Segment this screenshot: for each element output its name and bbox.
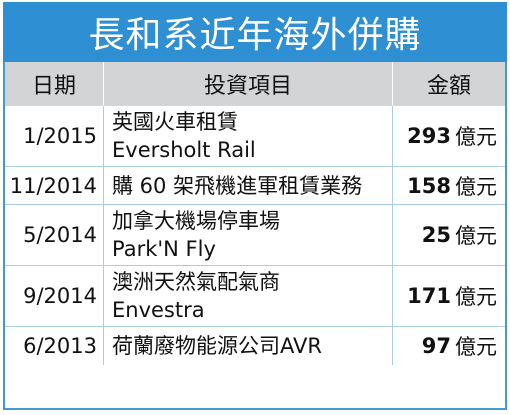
- table-row: 1/2015 英國火車租賃 Eversholt Rail 293 億元: [5, 106, 505, 167]
- row-project: 購 60 架飛機進軍租賃業務: [104, 167, 393, 204]
- header-amount: 金額: [426, 74, 471, 99]
- project-name: 澳洲天然氣配氣商: [112, 270, 280, 294]
- amount-value: 25: [421, 223, 451, 247]
- header-project: 投資項目: [104, 62, 393, 106]
- amount-unit: 億元: [455, 335, 497, 359]
- row-amount: 293 億元: [393, 106, 505, 166]
- row-date: 9/2014: [5, 266, 104, 326]
- table-frame: 長和系近年海外併購 日期 投資項目 金額 1/2015 英國火車租賃 Evers…: [3, 2, 507, 410]
- row-amount: 158 億元: [393, 167, 505, 204]
- table-row: 9/2014 澳洲天然氣配氣商 Envestra 171 億元: [5, 266, 505, 327]
- row-amount: 97 億元: [393, 327, 505, 365]
- table-header: 日期 投資項目 金額: [5, 62, 505, 106]
- project-name-en: Eversholt Rail: [112, 138, 256, 162]
- row-date: 1/2015: [5, 106, 104, 166]
- row-project: 加拿大機場停車場 Park'N Fly: [104, 205, 393, 265]
- project-name-en: Envestra: [112, 298, 205, 322]
- table-row: 5/2014 加拿大機場停車場 Park'N Fly 25 億元: [5, 205, 505, 266]
- table-body: 1/2015 英國火車租賃 Eversholt Rail 293 億元 11/2…: [5, 106, 505, 365]
- amount-value: 171: [407, 284, 451, 308]
- page-title: 長和系近年海外併購: [88, 15, 422, 56]
- table-row: 11/2014 購 60 架飛機進軍租賃業務 158 億元: [5, 167, 505, 205]
- amount-unit: 億元: [455, 125, 497, 149]
- project-name: 購 60 架飛機進軍租賃業務: [112, 173, 363, 198]
- project-name: 加拿大機場停車場: [112, 209, 280, 233]
- row-amount: 171 億元: [393, 266, 505, 326]
- header-date: 日期: [5, 62, 104, 106]
- row-project: 澳洲天然氣配氣商 Envestra: [104, 266, 393, 326]
- amount-value: 158: [407, 173, 451, 198]
- amount-value: 97: [421, 334, 451, 358]
- amount-unit: 億元: [455, 224, 497, 248]
- amount-unit: 億元: [455, 174, 497, 199]
- table-row: 6/2013 荷蘭廢物能源公司AVR 97 億元: [5, 327, 505, 365]
- row-date: 6/2013: [5, 327, 104, 365]
- row-project: 荷蘭廢物能源公司AVR: [104, 327, 393, 365]
- project-name: 英國火車租賃: [112, 110, 238, 134]
- row-project: 英國火車租賃 Eversholt Rail: [104, 106, 393, 166]
- project-name: 荷蘭廢物能源公司AVR: [112, 334, 322, 358]
- row-amount: 25 億元: [393, 205, 505, 265]
- title-bar: 長和系近年海外併購: [3, 2, 507, 62]
- amount-unit: 億元: [455, 285, 497, 309]
- amount-value: 293: [407, 124, 451, 148]
- project-name-en: Park'N Fly: [112, 237, 216, 261]
- row-date: 5/2014: [5, 205, 104, 265]
- row-date: 11/2014: [5, 167, 104, 204]
